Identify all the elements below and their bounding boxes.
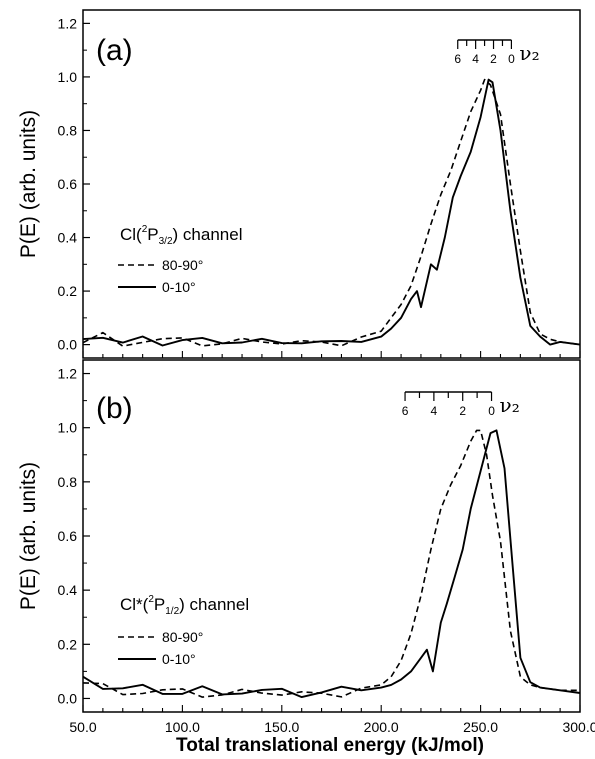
panel-b-ytick-label: 1.2 (58, 366, 78, 382)
panel-b-nu2-tick-label: 0 (488, 404, 495, 418)
panel-b-plot-area (82, 429, 581, 699)
panel-a-plot-area (82, 78, 581, 347)
panel-b-xaxis: 50.0 100.0 150.0 200.0 250.0 300.0 (69, 705, 595, 735)
panel-b-nu2-tick-label: 2 (459, 404, 466, 418)
panel-b-xtick-label: 150.0 (264, 719, 299, 735)
panel-b-label: (b) (96, 392, 133, 425)
legend-title-subscript: 3/2 (159, 236, 173, 247)
panel-a-nu2-tick-label: 0 (508, 52, 515, 66)
panel-a-xaxis (82, 351, 581, 358)
panel-b-nu2-scale: 6 4 2 0 ν₂ (402, 391, 520, 418)
legend-title-main: Cl( (120, 225, 142, 244)
panel-b-xtick-label: 100.0 (165, 719, 200, 735)
panel-b-xtick-label: 200.0 (364, 719, 399, 735)
legend-title-superscript: 2 (142, 224, 148, 235)
panel-a-nu2-tick-label: 2 (490, 52, 497, 66)
panel-b-legend-solid-label: 0-10° (162, 651, 196, 667)
panel-a-label: (a) (96, 34, 133, 67)
panel-b-ytick-label: 0.6 (58, 528, 78, 544)
legend-title-rest: ) channel (173, 225, 243, 244)
panel-b-ytick-label: 0.2 (58, 636, 78, 652)
panel-b-xtick-label: 50.0 (69, 719, 96, 735)
panel-b-ytick-label: 1.0 (58, 420, 78, 436)
panel-a-yaxis: 0.0 0.2 0.4 0.6 0.8 1.0 1.2 (58, 15, 90, 353)
panel-a-nu2-tick-label: 6 (454, 52, 461, 66)
panel-a-series-solid (82, 78, 581, 347)
panel-a-ylabel: P(E) (arb. units) (17, 110, 40, 258)
panel-a-nu2-scale: 6 4 2 0 ν₂ (454, 39, 540, 66)
legend-title-superscript: 2 (148, 594, 154, 605)
panel-b-ytick-label: 0.4 (58, 582, 78, 598)
panel-a-series-dashed (82, 78, 581, 347)
panel-a-legend-dashed-label: 80-90° (162, 257, 203, 273)
panel-b-nu2-tick-label: 4 (431, 404, 438, 418)
panel-a-legend-solid-label: 0-10° (162, 279, 196, 295)
panel-a-ytick-label: 0.8 (58, 122, 78, 138)
panel-b-legend: Cl*(2P1/2) channel 80-90° 0-10° (118, 594, 249, 667)
panel-b-xtick-label: 250.0 (463, 719, 498, 735)
panel-a-ytick-label: 1.0 (58, 69, 78, 85)
panel-a-ytick-label: 0.2 (58, 283, 78, 299)
panel-b-ytick-label: 0.0 (58, 690, 78, 706)
panel-b-yaxis: 0.0 0.2 0.4 0.6 0.8 1.0 1.2 (58, 366, 90, 706)
panel-a-frame (82, 9, 581, 359)
legend-title-subscript: 1/2 (165, 606, 179, 617)
panel-a-nu2-tick-label: 4 (472, 52, 479, 66)
panel-a-ytick-label: 0.0 (58, 337, 78, 353)
legend-title-main: Cl*( (120, 595, 149, 614)
panel-b-nu2-label: ν₂ (500, 393, 520, 417)
panel-b: (b) P(E) (arb. units) 0.0 0.2 0.4 0.6 0.8 1.0… (17, 359, 595, 735)
panel-a-ytick-label: 1.2 (58, 15, 78, 31)
panel-b-xtick-label: 300.0 (562, 719, 595, 735)
panel-a-ytick-label: 0.4 (58, 230, 78, 246)
panel-b-nu2-tick-label: 6 (402, 404, 409, 418)
panel-b-series-dashed (82, 429, 580, 698)
panel-b-legend-dashed-label: 80-90° (162, 629, 203, 645)
panel-a-nu2-label: ν₂ (519, 41, 539, 65)
panel-a: (a) P(E) (arb. units) 0.0 0.2 0.4 0.6 0.8 1.0… (17, 9, 581, 359)
panel-b-ylabel: P(E) (arb. units) (17, 462, 40, 610)
panel-b-legend-title: Cl*(2P1/2) channel (120, 594, 249, 617)
panel-b-series-solid (82, 429, 581, 699)
panel-b-ytick-label: 0.8 (58, 474, 78, 490)
panel-a-ytick-label: 0.6 (58, 176, 78, 192)
panel-a-legend: Cl(2P3/2) channel 80-90° 0-10° (118, 224, 242, 295)
x-axis-title: Total translational energy (kJ/mol) (176, 735, 484, 756)
panel-a-legend-title: Cl(2P3/2) channel (120, 224, 242, 247)
legend-title-rest: ) channel (179, 595, 249, 614)
legend-title-symbol: P (154, 595, 165, 614)
legend-title-symbol: P (147, 225, 158, 244)
